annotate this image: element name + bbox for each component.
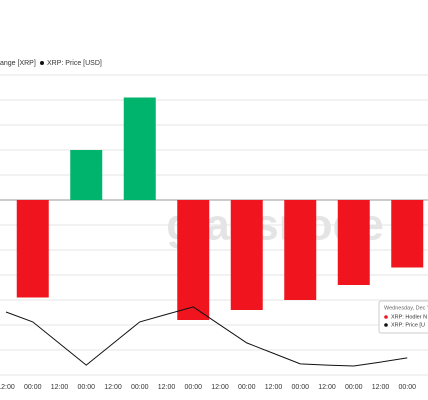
x-tick-label: 00:00 [24, 384, 42, 391]
x-tick-label: 12:00 [211, 384, 229, 391]
x-tick-label: 00:00 [398, 384, 416, 391]
x-tick-label: 00:00 [131, 384, 149, 391]
x-tick-label: 12:00 [104, 384, 122, 391]
tooltip-dot [384, 315, 388, 319]
price-line [5, 306, 408, 367]
legend-label: ange [XRP] [0, 60, 36, 67]
tooltip-title: Wednesday, Dec '0 [384, 305, 428, 311]
bar [123, 97, 156, 200]
legend-dot [40, 61, 44, 65]
bar [177, 200, 210, 320]
x-tick-label: 00:00 [77, 384, 95, 391]
x-tick-label: 00:00 [291, 384, 309, 391]
bar [391, 200, 424, 268]
x-tick-label: 00:00 [184, 384, 202, 391]
tooltip-row: XRP: Price [U [391, 322, 425, 328]
x-tick-label: 12:00 [0, 384, 15, 391]
bar [337, 200, 370, 285]
x-tick-label: 12:00 [158, 384, 176, 391]
tooltip-row: XRP: Hodler N [391, 314, 427, 320]
x-tick-label: 12:00 [265, 384, 283, 391]
bar [230, 200, 263, 310]
x-tick-label: 00:00 [238, 384, 256, 391]
bar [284, 200, 317, 300]
x-tick-label: 12:00 [318, 384, 336, 391]
x-tick-label: 00:00 [345, 384, 363, 391]
tooltip-dot [384, 323, 388, 327]
bar [16, 200, 49, 298]
legend-label: XRP: Price [USD] [47, 60, 102, 67]
bar [70, 150, 103, 200]
x-tick-label: 12:00 [372, 384, 390, 391]
x-tick-label: 12:00 [51, 384, 69, 391]
tooltip-box [378, 300, 428, 334]
